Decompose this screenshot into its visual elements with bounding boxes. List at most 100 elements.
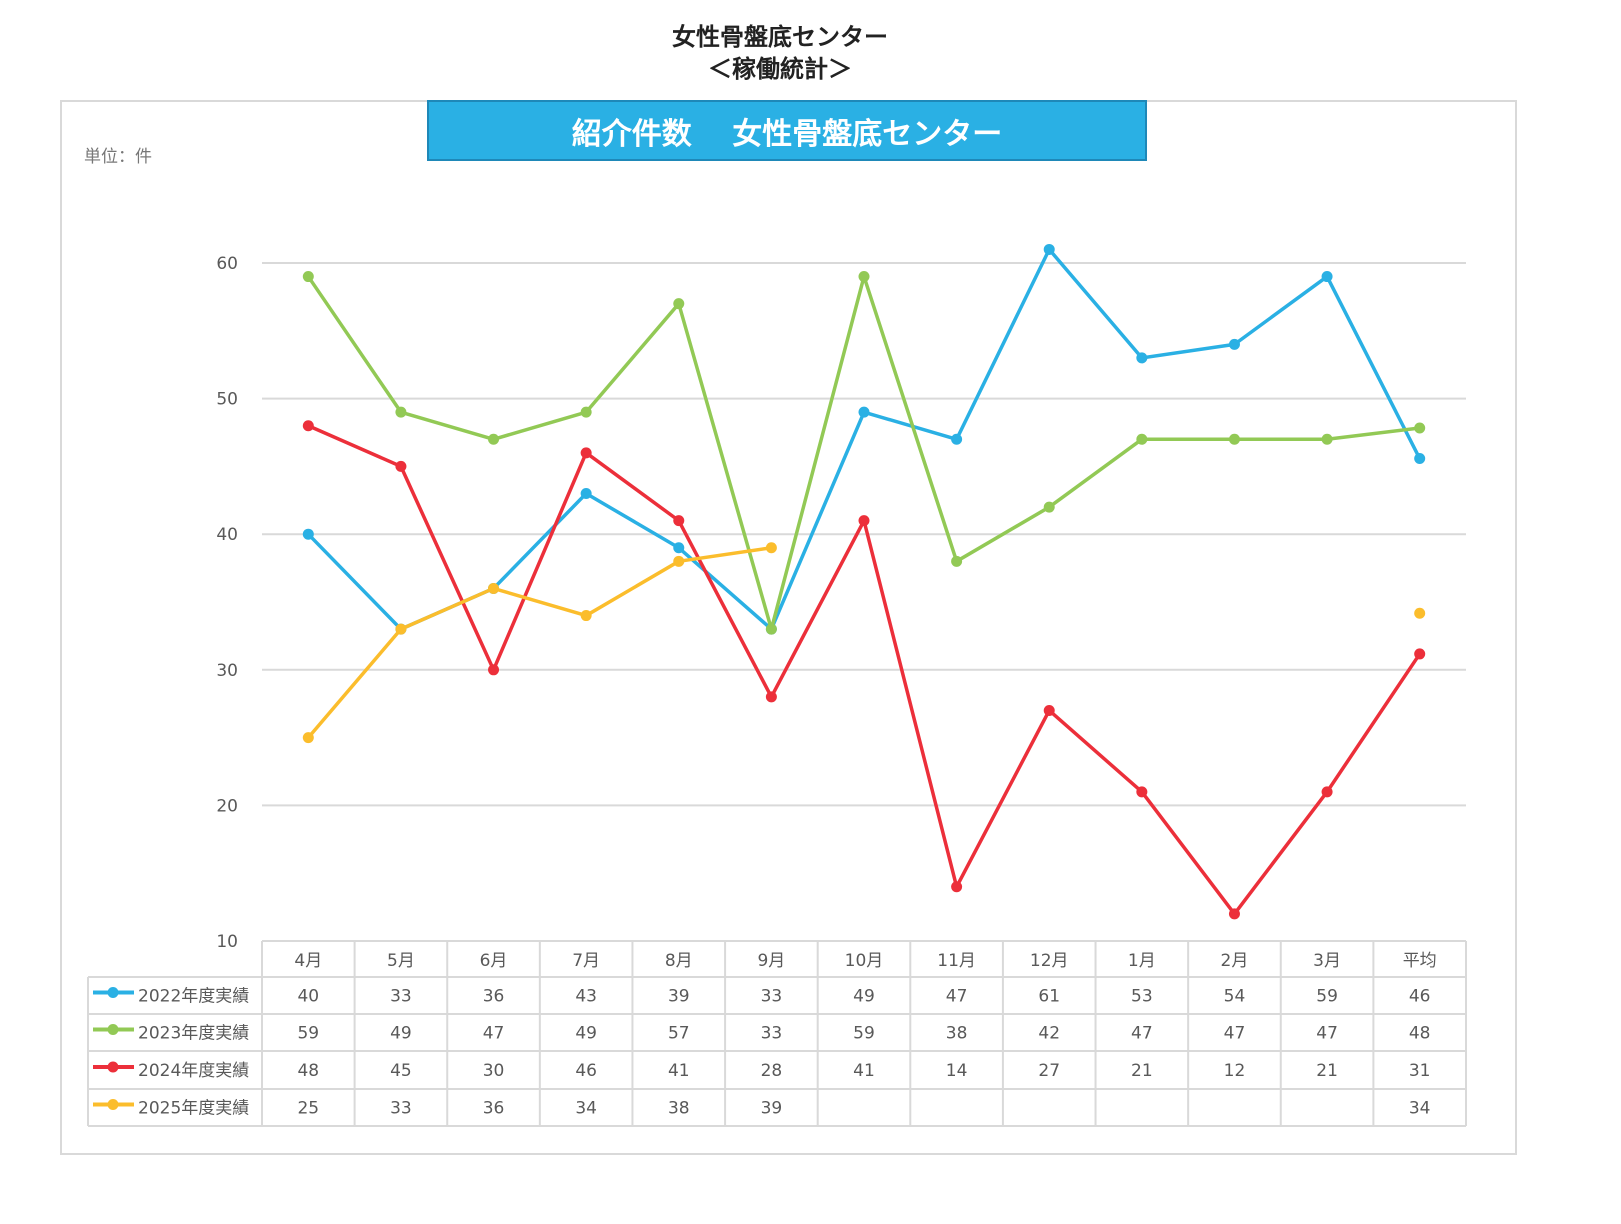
- data-table-value: 41: [853, 1061, 875, 1081]
- category-label: 3月: [1313, 951, 1341, 971]
- data-table-value: 59: [297, 1024, 319, 1044]
- data-point: [951, 433, 963, 445]
- data-point: [1228, 338, 1240, 350]
- data-point: [395, 623, 407, 635]
- category-label: 8月: [665, 951, 693, 971]
- data-table-value: 21: [1316, 1061, 1338, 1081]
- data-point: [580, 406, 592, 418]
- legend-label: 2023年度実績: [138, 1024, 249, 1044]
- data-point: [1228, 433, 1240, 445]
- data-point: [673, 555, 685, 567]
- data-table-value: 31: [1409, 1061, 1431, 1081]
- data-point: [488, 664, 500, 676]
- data-table-value: 38: [946, 1024, 968, 1044]
- data-point: [1321, 786, 1333, 798]
- y-tick-label: 20: [216, 796, 238, 816]
- data-point: [1136, 433, 1148, 445]
- data-point: [580, 447, 592, 459]
- data-point: [673, 515, 685, 527]
- data-table-value: 25: [297, 1099, 319, 1119]
- data-point: [1321, 271, 1333, 283]
- page-subtitle: ＜稼働統計＞: [708, 55, 852, 83]
- data-table-value: 36: [483, 987, 505, 1007]
- category-label: 1月: [1128, 951, 1156, 971]
- data-table-value: 47: [1131, 1024, 1153, 1044]
- data-point: [1043, 704, 1055, 716]
- data-table-value: 34: [575, 1099, 597, 1119]
- data-point: [395, 406, 407, 418]
- data-point: [488, 433, 500, 445]
- category-label: 11月: [937, 951, 976, 971]
- legend-label: 2025年度実績: [138, 1099, 249, 1119]
- data-point: [302, 528, 314, 540]
- data-table-value: 38: [668, 1099, 690, 1119]
- data-table-value: 45: [390, 1061, 412, 1081]
- data-point: [1414, 648, 1426, 660]
- data-point: [1136, 352, 1148, 364]
- data-point: [580, 488, 592, 500]
- data-table-value: 27: [1038, 1061, 1060, 1081]
- data-table-value: 47: [946, 987, 968, 1007]
- category-label: 9月: [757, 951, 785, 971]
- data-point: [302, 732, 314, 744]
- data-table-value: 49: [575, 1024, 597, 1044]
- data-table-value: 43: [575, 987, 597, 1007]
- data-table-value: 14: [946, 1061, 968, 1081]
- data-point: [858, 406, 870, 418]
- category-label: 5月: [387, 951, 415, 971]
- chart-title: 紹介件数 女性骨盤底センター: [427, 100, 1147, 161]
- data-point: [673, 298, 685, 310]
- y-tick-label: 50: [216, 390, 238, 410]
- data-point: [580, 610, 592, 622]
- category-label: 7月: [572, 951, 600, 971]
- data-point: [1321, 433, 1333, 445]
- data-point: [765, 542, 777, 554]
- data-table-value: 57: [668, 1024, 690, 1044]
- data-table-value: 47: [483, 1024, 505, 1044]
- category-label: 2月: [1221, 951, 1249, 971]
- data-table-value: 61: [1038, 987, 1060, 1007]
- legend-marker: [107, 1061, 119, 1073]
- data-table-value: 46: [1409, 987, 1431, 1007]
- data-table-value: 59: [853, 1024, 875, 1044]
- data-table-value: 46: [575, 1061, 597, 1081]
- y-tick-label: 10: [216, 932, 238, 952]
- data-point: [765, 623, 777, 635]
- y-tick-label: 60: [216, 254, 238, 274]
- category-label: 6月: [480, 951, 508, 971]
- data-point: [951, 881, 963, 893]
- data-table-value: 39: [668, 987, 690, 1007]
- data-table-value: 28: [761, 1061, 783, 1081]
- legend-marker: [107, 1024, 119, 1035]
- data-table-value: 42: [1038, 1024, 1060, 1044]
- data-table-value: 53: [1131, 987, 1153, 1007]
- data-table-value: 40: [297, 987, 319, 1007]
- data-point: [673, 542, 685, 554]
- legend-marker: [107, 1099, 119, 1110]
- data-table-value: 48: [1409, 1024, 1431, 1044]
- data-table-value: 59: [1316, 987, 1338, 1007]
- data-point: [951, 555, 963, 567]
- category-label: 10月: [845, 951, 884, 971]
- legend-label: 2022年度実績: [138, 987, 249, 1007]
- data-point: [765, 691, 777, 703]
- data-table-value: 47: [1316, 1024, 1338, 1044]
- data-point: [1136, 786, 1148, 798]
- data-point: [858, 271, 870, 283]
- data-table-value: 54: [1224, 987, 1246, 1007]
- category-label: 12月: [1030, 951, 1069, 971]
- page-title: 女性骨盤底センター: [672, 23, 888, 51]
- data-point: [1414, 422, 1426, 434]
- data-table-value: 41: [668, 1061, 690, 1081]
- data-point: [395, 460, 407, 472]
- data-table-value: 33: [761, 987, 783, 1007]
- data-point: [1043, 243, 1055, 255]
- data-table-value: 33: [390, 1099, 412, 1119]
- data-point: [1414, 607, 1426, 619]
- data-table-value: 12: [1224, 1061, 1246, 1081]
- data-table-value: 34: [1409, 1099, 1431, 1119]
- data-point: [1228, 908, 1240, 920]
- data-point: [1414, 453, 1426, 465]
- data-table-value: 36: [483, 1099, 505, 1119]
